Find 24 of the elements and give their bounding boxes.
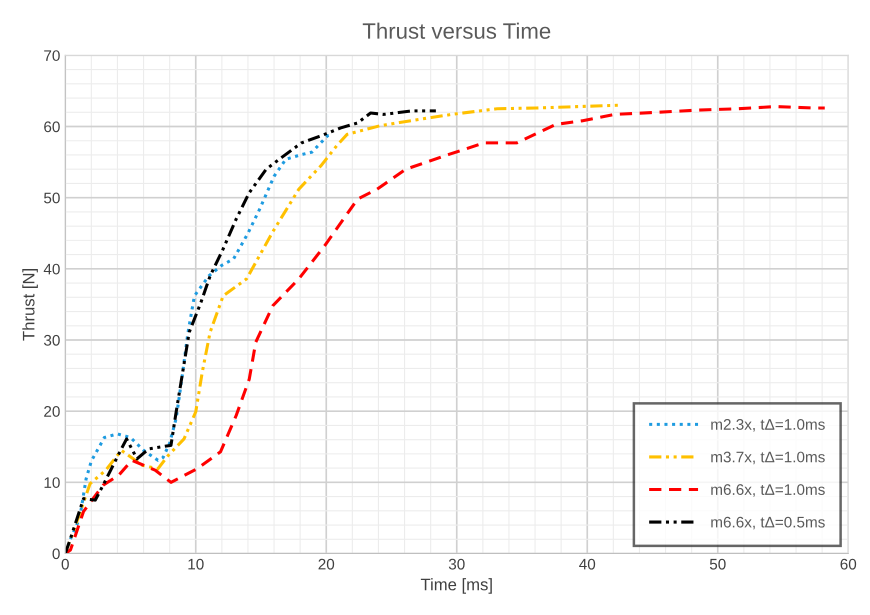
y-tick-label: 70 — [44, 50, 60, 62]
x-tick-label: 10 — [188, 558, 204, 570]
x-tick-label: 40 — [579, 558, 596, 570]
y-tick-label: 30 — [44, 334, 60, 346]
x-tick-label: 60 — [840, 558, 856, 570]
y-tick-label: 20 — [44, 406, 60, 417]
line-series — [65, 105, 826, 554]
y-tick-label: 50 — [44, 192, 60, 204]
y-tick-label: 40 — [44, 264, 60, 275]
y-axis-title: Thrust [N] — [22, 269, 38, 341]
y-tick-label: 60 — [44, 121, 60, 132]
line-series — [65, 109, 438, 554]
legend-label: m3.7x, tΔ=1.0ms — [711, 452, 825, 464]
x-tick-label: 0 — [62, 558, 69, 570]
legend-label: m2.3x, tΔ=1.0ms — [711, 419, 825, 432]
y-tick-label: 10 — [44, 477, 60, 488]
x-tick-label: 30 — [448, 558, 465, 570]
legend-label: m6.6x, tΔ=0.5ms — [711, 516, 825, 530]
legend-label: m6.6x, tΔ=1.0ms — [711, 484, 825, 497]
chart-title: Thrust versus Time — [362, 22, 550, 39]
x-tick-label: 50 — [710, 558, 726, 570]
x-axis-title: Time [ms] — [420, 578, 492, 594]
x-tick-label: 20 — [318, 558, 334, 570]
y-tick-label: 0 — [52, 548, 60, 560]
